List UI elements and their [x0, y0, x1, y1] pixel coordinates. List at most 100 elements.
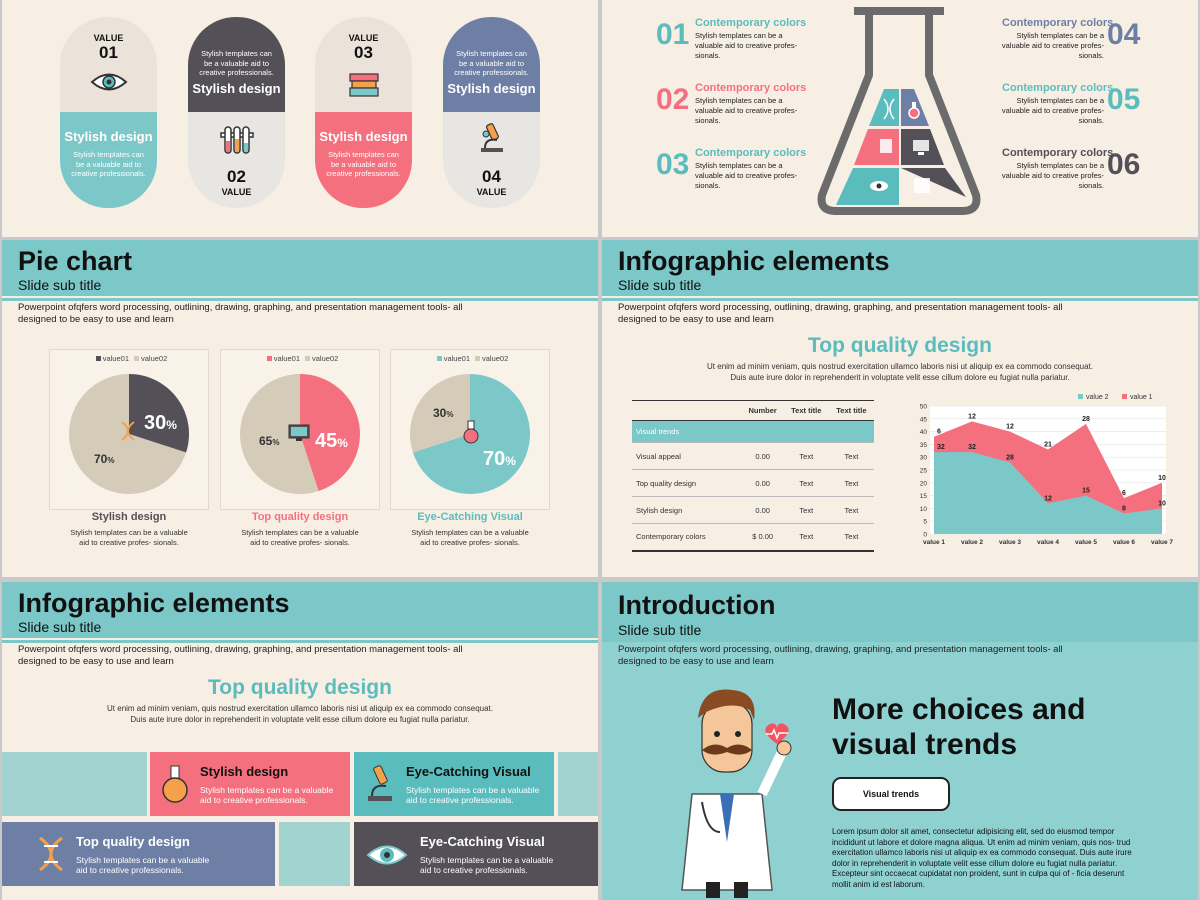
tile-eye-catching-2: Eye-Catching Visual Stylish templates ca…	[354, 822, 598, 886]
pie-caption: Stylish design	[91, 511, 167, 523]
legend-entry: value02	[141, 354, 168, 363]
column-header: Text title	[783, 400, 829, 421]
flask-graphic	[817, 7, 981, 215]
pie-card-3: value01 value02 70% 30%	[390, 349, 550, 510]
item-text: Stylish templates can be a valuable aid …	[695, 31, 798, 60]
column-header: Text title	[828, 400, 874, 421]
slide-pie-chart: Pie chart Slide sub title Powerpoint ofq…	[2, 240, 598, 577]
x-tick-label: value 1	[923, 539, 945, 546]
item-title: Contemporary colors	[1002, 82, 1114, 94]
value-pill-03: VALUE 03 Stylish design Stylish template…	[315, 17, 412, 208]
monitor-icon	[288, 424, 310, 441]
legend-swatch	[1078, 394, 1083, 399]
x-tick-label: value 2	[961, 539, 983, 546]
item-title: Contemporary colors	[1002, 17, 1114, 29]
visual-trends-button[interactable]: Visual trends	[832, 777, 950, 811]
tile-text: Stylish templates can be a valuable aid …	[406, 785, 540, 805]
section-text: Ut enim ad minim veniam, quis nostrud ex…	[707, 362, 1093, 382]
data-label-value-2: 8	[1122, 506, 1126, 513]
microscope-icon	[368, 765, 392, 801]
dna-icon	[121, 421, 135, 441]
slide-infographic-table-chart: Infographic elements Slide sub title Pow…	[602, 240, 1198, 577]
x-tick-label: value 6	[1113, 539, 1135, 546]
slide-subtitle: Slide sub title	[618, 622, 702, 638]
tile-title: Eye-Catching Visual	[420, 834, 545, 849]
value-word: VALUE	[476, 187, 507, 197]
legend-entry: value 1	[1130, 394, 1153, 401]
pie-slice-value02	[410, 374, 470, 453]
tile-text: Stylish templates can be a valuable aid …	[200, 785, 334, 805]
slide-flask-infographic: 01 Contemporary colors Stylish templates…	[602, 0, 1198, 237]
value-label: 04 VALUE	[443, 167, 540, 197]
slide-title: Infographic elements	[18, 588, 290, 618]
value-number: 04	[482, 167, 501, 186]
slide-description: Powerpoint ofqfers word processing, outl…	[618, 302, 1063, 325]
pill-title: Stylish design	[64, 129, 153, 144]
microscope-icon	[481, 123, 503, 152]
item-title: Contemporary colors	[695, 82, 807, 94]
tile-top-quality: Top quality design Stylish templates can…	[2, 822, 275, 886]
heart-icon	[765, 723, 789, 744]
dna-icon	[883, 98, 895, 120]
y-tick-label: 40	[920, 429, 928, 436]
pie-label-value02: 70%	[94, 452, 115, 466]
item-number: 06	[1107, 148, 1141, 181]
decor-tile	[279, 822, 350, 886]
item-text: Stylish templates can be a valuable aid …	[1001, 96, 1104, 125]
eye-icon	[90, 73, 128, 91]
books-icon	[914, 178, 930, 193]
doctor-illustration	[681, 689, 792, 898]
slide-title: Introduction	[618, 590, 776, 620]
value-pill-02: Stylish templates can be a valuable aid …	[188, 17, 285, 208]
eye-icon	[366, 845, 408, 865]
data-table: Number Text title Text title Visual tren…	[632, 400, 874, 552]
slide-infographic-tiles: Infographic elements Slide sub title Pow…	[2, 582, 598, 900]
data-label-value-2: 32	[968, 444, 976, 451]
pie-legend: value01 value02	[221, 354, 379, 363]
legend-entry: value02	[482, 354, 509, 363]
intro-body-text: Lorem ipsum dolor sit amet, consectetur …	[832, 827, 1132, 889]
data-label-value-1: 6	[1122, 490, 1126, 497]
value-pill-01: VALUE 01 Stylish design Stylish template…	[60, 17, 157, 208]
tile-title: Top quality design	[76, 834, 190, 849]
item-title: Contemporary colors	[695, 147, 807, 159]
column-header: Number	[741, 400, 784, 421]
data-label-value-1: 6	[937, 429, 941, 436]
tile-eye-catching-1: Eye-Catching Visual Stylish templates ca…	[354, 752, 554, 816]
flask-icon	[463, 420, 479, 444]
slide-description: Powerpoint ofqfers word processing, outl…	[18, 644, 463, 667]
x-tick-label: value 5	[1075, 539, 1097, 546]
pie-card-1: value01 value02 30% 70%	[49, 349, 209, 510]
value-label: 02 VALUE	[188, 167, 285, 197]
data-label-value-1: 28	[1082, 416, 1090, 423]
pie-slice-value02	[240, 374, 319, 494]
pie-legend: value01 value02	[391, 354, 549, 363]
tile-text: Stylish templates can be a valuable aid …	[76, 855, 210, 875]
x-tick-label: value 7	[1151, 539, 1173, 546]
title-banner	[602, 582, 1198, 642]
pie-label-value01: 70%	[483, 448, 516, 470]
pill-text: Stylish templates can be a valuable aid …	[71, 150, 146, 178]
legend-entry: value02	[312, 354, 339, 363]
pie-text: Stylish templates can be a valuable aid …	[241, 528, 359, 547]
pie-label-value02: 30%	[433, 406, 454, 420]
item-text: Stylish templates can be a valuable aid …	[1001, 161, 1104, 190]
data-label-value-2: 28	[1006, 454, 1014, 461]
flask-icon	[162, 765, 188, 803]
pill-title: Stylish design	[319, 129, 408, 144]
section-heading: Top quality design	[808, 334, 992, 357]
dna-icon	[39, 836, 63, 872]
tile-title: Stylish design	[200, 764, 289, 779]
item-number: 04	[1107, 18, 1141, 51]
data-label-value-2: 32	[937, 444, 945, 451]
value-pill-04: Stylish templates can be a valuable aid …	[443, 17, 540, 208]
pie-caption: Top quality design	[251, 511, 349, 523]
pie-caption: Eye-Catching Visual	[417, 511, 523, 523]
data-label-value-1: 21	[1044, 442, 1052, 449]
pie-slice-value01	[129, 374, 189, 453]
banner-divider	[2, 298, 598, 301]
area-chart: 0 5 10 15 20 25 30 35 40 45 50 32 32 28 12 15 8 10 6 12 12 21…	[920, 394, 1173, 546]
title-banner: Infographic elements Slide sub title	[602, 240, 1198, 296]
pie-slice-value01	[300, 374, 361, 492]
section-text: Ut enim ad minim veniam, quis nostrud ex…	[107, 704, 493, 724]
